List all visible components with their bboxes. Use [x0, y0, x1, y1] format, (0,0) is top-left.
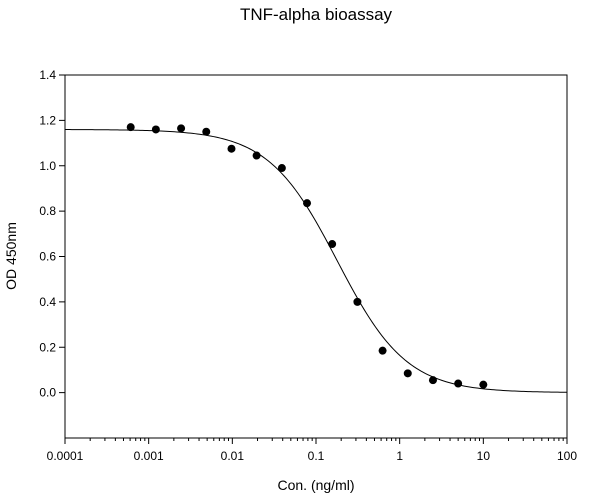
y-tick-label: 0.8 [39, 204, 56, 218]
y-tick-label: 1.4 [39, 68, 56, 82]
data-point [454, 379, 463, 388]
x-tick-label: 10 [477, 449, 491, 463]
chart-title: TNF-alpha bioassay [240, 5, 393, 24]
data-point [428, 376, 437, 385]
x-tick-label: 1 [396, 449, 403, 463]
data-points [126, 123, 488, 389]
x-tick-label: 100 [557, 449, 577, 463]
x-axis-label: Con. (ng/ml) [277, 477, 354, 493]
data-point [151, 125, 160, 134]
data-point [378, 346, 387, 355]
y-tick-label: 0.6 [39, 250, 56, 264]
fit-curve [64, 129, 568, 393]
data-point [328, 240, 337, 249]
x-tick-label: 0.01 [221, 449, 245, 463]
y-axis: 0.0 0.2 0.4 0.6 0.8 1.0 1.2 1.4 [39, 68, 65, 400]
y-tick-label: 0.4 [39, 295, 56, 309]
x-tick-label: 0.001 [134, 449, 164, 463]
data-point [277, 164, 286, 173]
data-point [479, 380, 488, 389]
plot-area [64, 74, 568, 439]
data-point [252, 151, 261, 160]
y-tick-label: 1.0 [39, 159, 56, 173]
x-axis: 0.0001 0.001 0.01 0.1 1 10 100 [47, 438, 577, 463]
data-point [227, 144, 236, 153]
y-tick-label: 1.2 [39, 113, 56, 127]
data-point [126, 123, 135, 132]
y-axis-label: OD 450nm [3, 222, 19, 290]
x-tick-label: 0.0001 [47, 449, 84, 463]
data-point [403, 369, 412, 378]
data-point [303, 199, 312, 208]
x-tick-label: 0.1 [308, 449, 325, 463]
y-tick-label: 0.2 [39, 340, 56, 354]
y-tick-label: 0.0 [39, 386, 56, 400]
data-point [202, 127, 211, 136]
data-point [177, 124, 186, 133]
data-point [353, 297, 362, 306]
